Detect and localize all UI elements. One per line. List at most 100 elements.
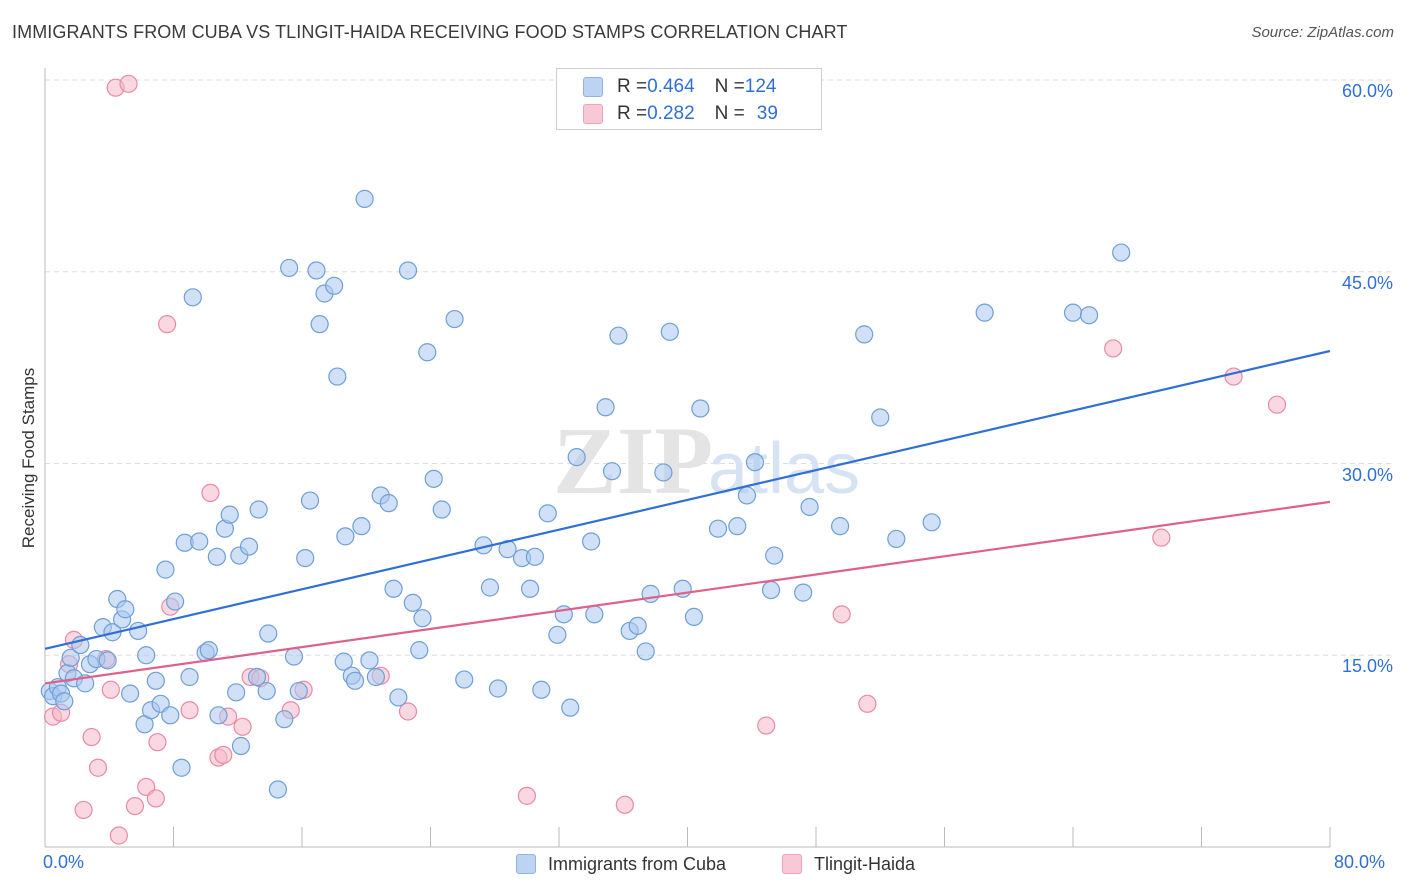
legend-n-label: N = bbox=[714, 76, 745, 97]
cuba-point bbox=[116, 600, 135, 619]
cuba-point bbox=[280, 258, 299, 278]
cuba-point bbox=[384, 579, 403, 598]
legend-row-tlingit: R = 0.282 N = 39 bbox=[583, 102, 778, 126]
tlingit-haida-point bbox=[832, 605, 851, 624]
cuba-point bbox=[765, 546, 784, 565]
tlingit-haida-point bbox=[1152, 528, 1171, 547]
cuba-point bbox=[975, 303, 994, 322]
correlation-legend: R = 0.464 N = 124 R = 0.282 N = 39 bbox=[556, 68, 822, 130]
tlingit-haida-point bbox=[1224, 367, 1243, 386]
cuba-point bbox=[366, 667, 385, 687]
cuba-point bbox=[231, 736, 251, 756]
legend-n-label: N = bbox=[714, 103, 745, 124]
cuba-point bbox=[307, 261, 326, 280]
cuba-point bbox=[334, 652, 353, 671]
cuba-point bbox=[161, 706, 180, 725]
watermark-atlas: atlas bbox=[708, 429, 860, 509]
cuba-point bbox=[259, 624, 278, 643]
cuba-point bbox=[328, 367, 347, 386]
source-label: Source: ZipAtlas.com bbox=[1251, 24, 1394, 41]
cuba-point bbox=[654, 463, 673, 482]
tlingit-haida-point bbox=[201, 483, 220, 503]
cuba-point bbox=[538, 504, 557, 523]
tlingit-haida-trend-line bbox=[44, 500, 1331, 685]
cuba-point bbox=[146, 671, 165, 690]
cuba-point bbox=[379, 494, 398, 513]
cuba-point bbox=[708, 519, 728, 538]
bottom-legend-swatch-tlingit bbox=[782, 854, 802, 874]
tlingit-haida-point bbox=[757, 716, 776, 735]
cuba-point bbox=[137, 646, 156, 665]
legend-swatch-cuba bbox=[583, 77, 603, 97]
cuba-point bbox=[220, 505, 239, 524]
cuba-point bbox=[628, 616, 647, 635]
cuba-point bbox=[794, 583, 813, 602]
tlingit-haida-point bbox=[148, 733, 167, 752]
cuba-point bbox=[296, 548, 315, 568]
cuba-point bbox=[922, 513, 941, 532]
tlingit-haida-point bbox=[517, 786, 536, 805]
cuba-point bbox=[480, 578, 500, 597]
cuba-point bbox=[871, 408, 890, 427]
x-tick-label-min: 0.0% bbox=[43, 852, 85, 872]
cuba-point bbox=[532, 680, 551, 699]
cuba-point bbox=[199, 641, 218, 660]
tlingit-haida-point bbox=[858, 694, 877, 713]
axes bbox=[44, 68, 1331, 848]
tlingit-haida-point bbox=[88, 758, 108, 777]
tlingit-haida-point bbox=[180, 701, 199, 720]
cuba-point bbox=[325, 276, 344, 295]
legend-r-label: R = bbox=[617, 76, 648, 97]
cuba-point bbox=[275, 710, 294, 729]
cuba-point bbox=[761, 580, 781, 600]
cuba-point bbox=[609, 326, 628, 345]
cuba-point bbox=[61, 648, 80, 667]
tlingit-haida-point bbox=[101, 680, 120, 699]
cuba-point bbox=[728, 517, 747, 536]
grid-lines bbox=[45, 79, 1393, 656]
cuba-point bbox=[525, 547, 545, 566]
cuba-point bbox=[166, 592, 185, 611]
tlingit-haida-point bbox=[157, 315, 177, 334]
cuba-point bbox=[561, 698, 580, 717]
cuba-point bbox=[413, 609, 432, 628]
cuba-point bbox=[636, 642, 655, 661]
cuba-point bbox=[300, 491, 320, 510]
cuba-point bbox=[190, 532, 209, 551]
y-tick-label: 30.0% bbox=[1341, 464, 1393, 485]
tlingit-haida-point bbox=[74, 800, 93, 820]
cuba-point bbox=[55, 692, 74, 711]
cuba-point bbox=[520, 579, 540, 598]
tlingit-haida-point bbox=[125, 796, 145, 816]
cuba-point bbox=[691, 399, 710, 418]
legend-swatch-tlingit bbox=[583, 104, 603, 124]
cuba-point bbox=[389, 688, 408, 707]
cuba-point bbox=[98, 651, 117, 670]
cuba-point bbox=[289, 681, 308, 701]
cuba-point bbox=[310, 315, 329, 334]
cuba-trend-line bbox=[44, 349, 1331, 650]
bottom-legend-label-tlingit: Tlingit-Haida bbox=[814, 853, 916, 874]
cuba-point bbox=[121, 684, 140, 703]
cuba-point bbox=[207, 547, 226, 566]
cuba-point bbox=[1079, 306, 1099, 325]
cuba-point bbox=[684, 607, 704, 627]
cuba-point bbox=[249, 500, 268, 519]
bottom-legend-cuba: Immigrants from Cuba bbox=[516, 852, 726, 876]
cuba-point bbox=[336, 527, 355, 546]
cuba-point bbox=[432, 500, 451, 519]
tlingit-haida-point bbox=[233, 717, 252, 736]
cuba-point bbox=[156, 560, 175, 579]
legend-n-value: 124 bbox=[744, 76, 777, 97]
cuba-point bbox=[602, 462, 622, 481]
cuba-point bbox=[257, 681, 276, 701]
cuba-point bbox=[172, 758, 191, 777]
cuba-points bbox=[40, 189, 1131, 799]
x-tick-label-max: 80.0% bbox=[1334, 852, 1386, 872]
legend-row-cuba: R = 0.464 N = 124 bbox=[583, 75, 776, 99]
cuba-point bbox=[352, 517, 371, 536]
cuba-point bbox=[455, 670, 474, 689]
bottom-legend-tlingit: Tlingit-Haida bbox=[782, 852, 915, 876]
cuba-point bbox=[745, 453, 765, 472]
